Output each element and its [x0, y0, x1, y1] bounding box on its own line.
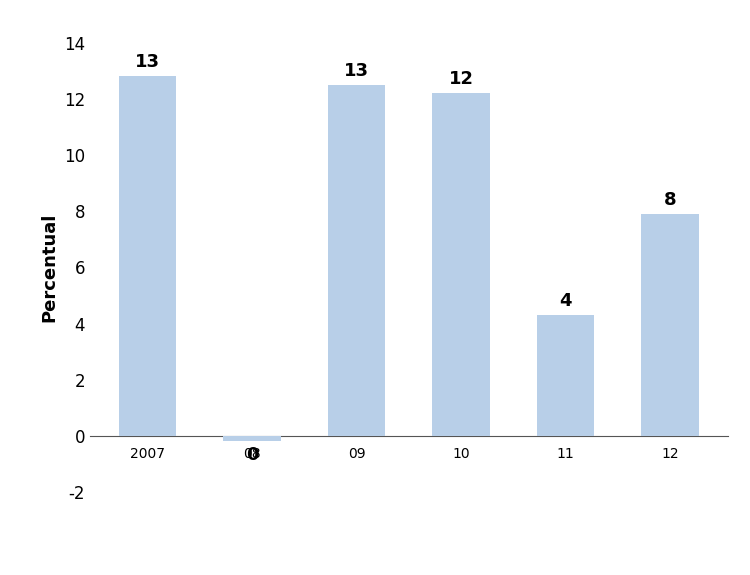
Bar [641, 214, 698, 436]
Text: 12: 12 [448, 70, 473, 89]
Bar [432, 93, 490, 436]
Text: 4: 4 [560, 292, 572, 310]
Text: 13: 13 [344, 62, 369, 80]
Bar [328, 85, 386, 436]
Text: 0: 0 [246, 446, 258, 465]
Bar [537, 315, 594, 436]
Text: 13: 13 [135, 53, 160, 71]
Bar [224, 436, 280, 442]
Y-axis label: Percentual: Percentual [40, 213, 58, 322]
Text: 8: 8 [664, 191, 676, 209]
Bar [119, 76, 176, 436]
